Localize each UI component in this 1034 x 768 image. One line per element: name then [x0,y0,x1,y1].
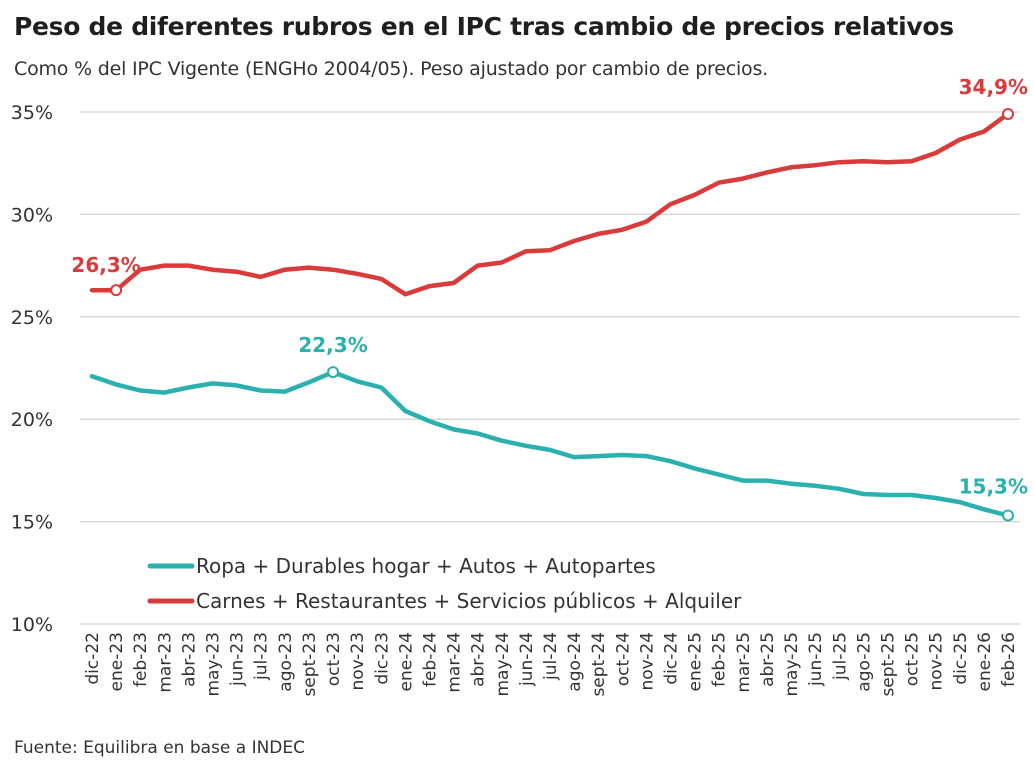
series-lines [89,111,1011,518]
x-tick-label: mar-25 [734,632,754,693]
series-markers [110,108,1014,522]
x-tick-label: abr-24 [469,632,489,687]
x-tick-label: sept-25 [878,632,898,697]
x-tick-label: feb-23 [131,632,151,687]
y-tick-label: 10% [11,614,53,636]
data-label: 15,3% [959,474,1028,498]
x-tick-label: jul-24 [541,632,561,681]
data-label: 22,3% [298,333,367,357]
x-tick-label: may-24 [493,632,513,697]
highlight-marker [1002,509,1014,522]
y-axis-ticks: 10% 15% 20% 25% 30% 35% [11,102,53,636]
x-tick-label: ago-25 [854,632,874,692]
x-tick-label: mar-23 [155,632,175,693]
highlight-marker [1002,108,1014,121]
y-tick-label: 15% [11,512,53,534]
x-tick-label: nov-25 [927,632,947,691]
x-tick-label: may-23 [204,632,224,697]
legend-label: Carnes + Restaurantes + Servicios públic… [196,589,742,613]
x-axis-ticks: dic-22 ene-23 feb-23 mar-23 abr-23 may-23 jun-… [83,632,1019,697]
chart-title: Peso de diferentes rubros en el IPC tras… [14,12,954,41]
y-tick-label: 35% [11,102,53,124]
chart-legend: Ropa + Durables hogar + Autos + Autopart… [147,554,742,613]
x-tick-label: dic-22 [83,632,103,685]
legend-label: Ropa + Durables hogar + Autos + Autopart… [196,554,656,578]
series-line-0 [89,369,1011,518]
x-tick-label: jul-23 [252,632,272,681]
x-tick-label: jul-25 [830,632,850,681]
x-tick-label: ene-23 [107,632,127,691]
x-tick-label: oct-23 [324,632,344,686]
x-tick-label: abr-25 [758,632,778,687]
x-tick-label: ago-23 [276,632,296,692]
series-line-1 [89,111,1011,297]
x-tick-label: mar-24 [445,632,465,693]
x-tick-label: sept-23 [300,632,320,697]
x-tick-label: feb-24 [420,632,440,687]
x-tick-label: oct-25 [903,632,923,686]
x-tick-label: dic-23 [372,632,392,685]
data-annotations: 26,3% 34,9% 22,3% 15,3% [71,75,1028,498]
y-tick-label: 20% [11,409,53,431]
x-tick-label: jun-24 [517,632,537,687]
x-tick-label: feb-26 [999,632,1019,687]
x-tick-label: ago-24 [565,632,585,692]
highlight-marker [327,366,340,379]
chart-source: Fuente: Equilibra en base a INDEC [14,738,306,758]
x-tick-label: nov-24 [637,632,657,691]
x-tick-label: nov-23 [348,632,368,691]
data-label: 26,3% [71,253,140,277]
x-tick-label: ene-24 [396,632,416,691]
x-tick-label: abr-23 [179,632,199,687]
x-tick-label: dic-24 [662,632,682,685]
data-label: 34,9% [959,75,1028,99]
x-tick-label: jun-23 [228,632,248,687]
x-tick-label: ene-26 [975,632,995,691]
highlight-marker [110,284,123,297]
y-tick-label: 25% [11,307,53,329]
x-tick-label: oct-24 [613,632,633,686]
x-tick-label: dic-25 [951,632,971,685]
grid-lines [80,111,1020,625]
x-tick-label: may-25 [782,632,802,697]
y-tick-label: 30% [11,204,53,226]
x-tick-label: ene-25 [686,632,706,691]
x-tick-label: jun-25 [806,632,826,687]
chart-subtitle: Como % del IPC Vigente (ENGHo 2004/05). … [14,58,769,80]
x-tick-label: sept-24 [589,632,609,697]
x-tick-label: feb-25 [710,632,730,687]
